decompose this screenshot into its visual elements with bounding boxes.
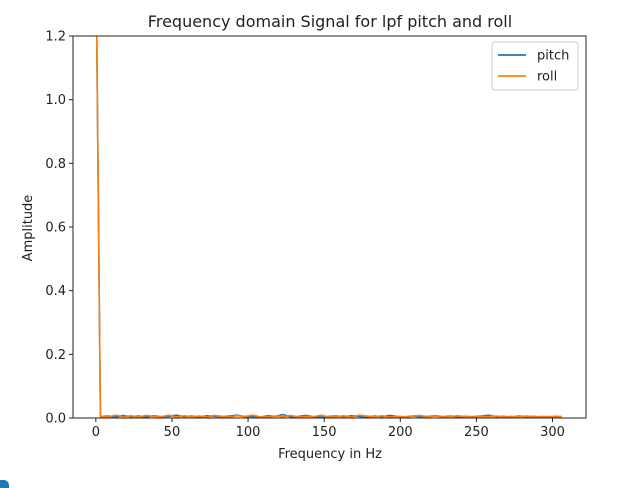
plot-frame (72, 35, 587, 419)
y-axis-label: Amplitude (21, 195, 36, 262)
series-group (95, 36, 562, 418)
x-axis-label: Frequency in Hz (278, 447, 382, 462)
y-tick-label: 0.0 (45, 412, 66, 427)
y-tick-label: 1.2 (45, 30, 66, 45)
x-ticks: 0 50 100 150 200 250 300 (92, 418, 565, 440)
x-tick-label: 200 (388, 425, 413, 440)
corner-marker (0, 480, 9, 488)
y-ticks: 0.0 0.2 0.4 0.6 0.8 1.0 1.2 (45, 30, 73, 427)
chart-title: Frequency domain Signal for lpf pitch an… (148, 12, 512, 31)
legend-label-pitch: pitch (537, 49, 569, 64)
y-tick-label: 1.0 (45, 93, 66, 108)
y-tick-label: 0.6 (45, 221, 66, 236)
y-tick-label: 0.4 (45, 284, 66, 299)
y-tick-label: 0.2 (45, 348, 66, 363)
x-tick-label: 100 (236, 425, 261, 440)
legend-label-roll: roll (537, 70, 557, 85)
x-tick-label: 50 (164, 425, 181, 440)
x-tick-label: 150 (312, 425, 337, 440)
x-tick-label: 250 (464, 425, 489, 440)
x-tick-label: 300 (540, 425, 565, 440)
series-line-roll (95, 36, 562, 418)
legend: pitch roll (491, 41, 579, 91)
x-tick-label: 0 (92, 425, 100, 440)
y-tick-label: 0.8 (45, 157, 66, 172)
legend-box (491, 41, 579, 91)
